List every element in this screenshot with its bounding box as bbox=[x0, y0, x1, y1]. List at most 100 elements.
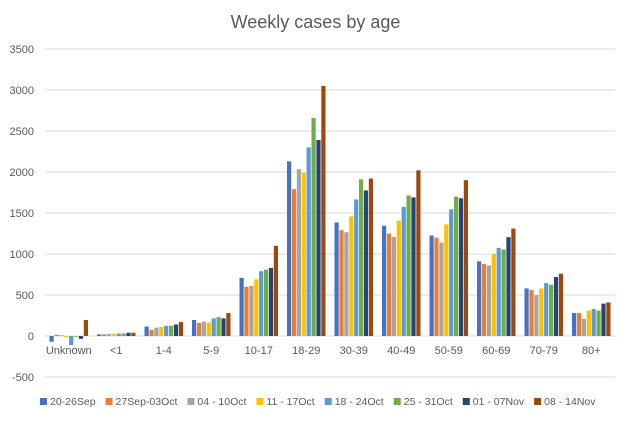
y-tick-label: 1500 bbox=[10, 208, 34, 220]
bar bbox=[69, 336, 74, 346]
bar bbox=[64, 336, 69, 338]
legend-label: 25 - 31Oct bbox=[404, 396, 453, 408]
x-axis-ticks: Unknown <1 1-4 5-9 10-17 18-29 30-39 40-49 50-59… bbox=[46, 345, 601, 357]
bar bbox=[359, 179, 364, 336]
bar bbox=[334, 222, 339, 336]
bar bbox=[444, 224, 449, 336]
bar bbox=[296, 169, 301, 336]
x-tick-label: 1-4 bbox=[156, 345, 172, 357]
bar bbox=[178, 322, 183, 336]
legend-label: 08 - 14Nov bbox=[544, 396, 596, 408]
x-tick-label: <1 bbox=[110, 345, 123, 357]
bar bbox=[49, 336, 54, 342]
bar bbox=[239, 277, 244, 336]
bar bbox=[601, 303, 606, 336]
bar bbox=[221, 318, 226, 336]
bar bbox=[244, 286, 249, 336]
bar bbox=[111, 333, 116, 336]
bar bbox=[553, 276, 559, 336]
chart-title: Weekly cases by age bbox=[231, 12, 401, 32]
x-tick-label: 18-29 bbox=[292, 345, 320, 357]
bar bbox=[106, 333, 111, 336]
x-tick-label: 40-49 bbox=[387, 345, 415, 357]
bar bbox=[396, 220, 401, 336]
bar bbox=[101, 334, 107, 336]
bar bbox=[411, 197, 416, 336]
bar bbox=[226, 313, 231, 336]
bar bbox=[169, 325, 174, 336]
legend-label: 18 - 24Oct bbox=[335, 396, 384, 408]
bar bbox=[164, 325, 169, 336]
bar bbox=[458, 198, 464, 336]
bar bbox=[344, 232, 349, 336]
bar bbox=[606, 302, 611, 336]
legend-swatch bbox=[105, 398, 113, 405]
bar bbox=[401, 206, 406, 336]
bars bbox=[49, 85, 611, 346]
bar bbox=[429, 235, 434, 336]
bar bbox=[586, 310, 591, 336]
bar bbox=[264, 269, 269, 336]
bar bbox=[449, 209, 454, 336]
bar bbox=[97, 334, 102, 336]
legend-swatch bbox=[40, 398, 47, 405]
bar bbox=[524, 288, 529, 336]
bar bbox=[581, 318, 586, 336]
bar bbox=[211, 318, 216, 336]
bar bbox=[486, 265, 491, 336]
legend-swatch bbox=[187, 398, 195, 405]
legend-swatch bbox=[534, 398, 542, 405]
bar bbox=[206, 322, 211, 336]
bar bbox=[59, 335, 64, 336]
bar bbox=[149, 329, 154, 336]
bar bbox=[454, 196, 459, 336]
bar bbox=[316, 140, 321, 336]
bar bbox=[416, 170, 421, 336]
bar bbox=[273, 245, 278, 336]
bar bbox=[534, 295, 539, 336]
bar bbox=[491, 254, 496, 336]
y-tick-label: -500 bbox=[12, 372, 34, 384]
y-tick-label: 1000 bbox=[10, 249, 34, 261]
bar bbox=[216, 317, 221, 336]
bar bbox=[434, 237, 439, 336]
bar bbox=[116, 333, 121, 336]
y-tick-label: 3500 bbox=[10, 44, 34, 56]
bar bbox=[268, 267, 274, 336]
x-tick-label: 30-39 bbox=[340, 345, 368, 357]
bar bbox=[544, 283, 549, 336]
legend-swatch bbox=[324, 398, 332, 405]
x-tick-label: 60-69 bbox=[482, 345, 510, 357]
bar bbox=[363, 190, 369, 336]
bar bbox=[254, 279, 259, 336]
bar bbox=[192, 320, 197, 336]
bar bbox=[159, 326, 164, 336]
bar bbox=[558, 273, 563, 336]
bar bbox=[154, 327, 159, 336]
bar bbox=[301, 172, 306, 336]
x-tick-label: 80+ bbox=[582, 345, 601, 357]
bar bbox=[596, 310, 601, 336]
bar bbox=[349, 216, 354, 336]
legend-label: 11 - 17Oct bbox=[266, 396, 314, 408]
x-tick-label: 5-9 bbox=[203, 345, 219, 357]
bar bbox=[321, 85, 326, 337]
bar bbox=[506, 237, 511, 336]
bar bbox=[131, 332, 136, 336]
bar bbox=[382, 225, 387, 336]
bar bbox=[74, 336, 79, 337]
bar bbox=[83, 320, 88, 336]
bar bbox=[291, 189, 297, 336]
y-tick-label: 500 bbox=[16, 290, 34, 302]
bar bbox=[511, 228, 516, 336]
bar bbox=[121, 333, 126, 336]
bar bbox=[529, 290, 534, 336]
bar bbox=[173, 324, 179, 336]
bar bbox=[249, 285, 254, 336]
legend-label: 04 - 10Oct bbox=[197, 396, 246, 408]
bar bbox=[572, 313, 577, 336]
bar bbox=[306, 147, 311, 336]
bar bbox=[287, 161, 292, 336]
bar bbox=[539, 288, 544, 336]
